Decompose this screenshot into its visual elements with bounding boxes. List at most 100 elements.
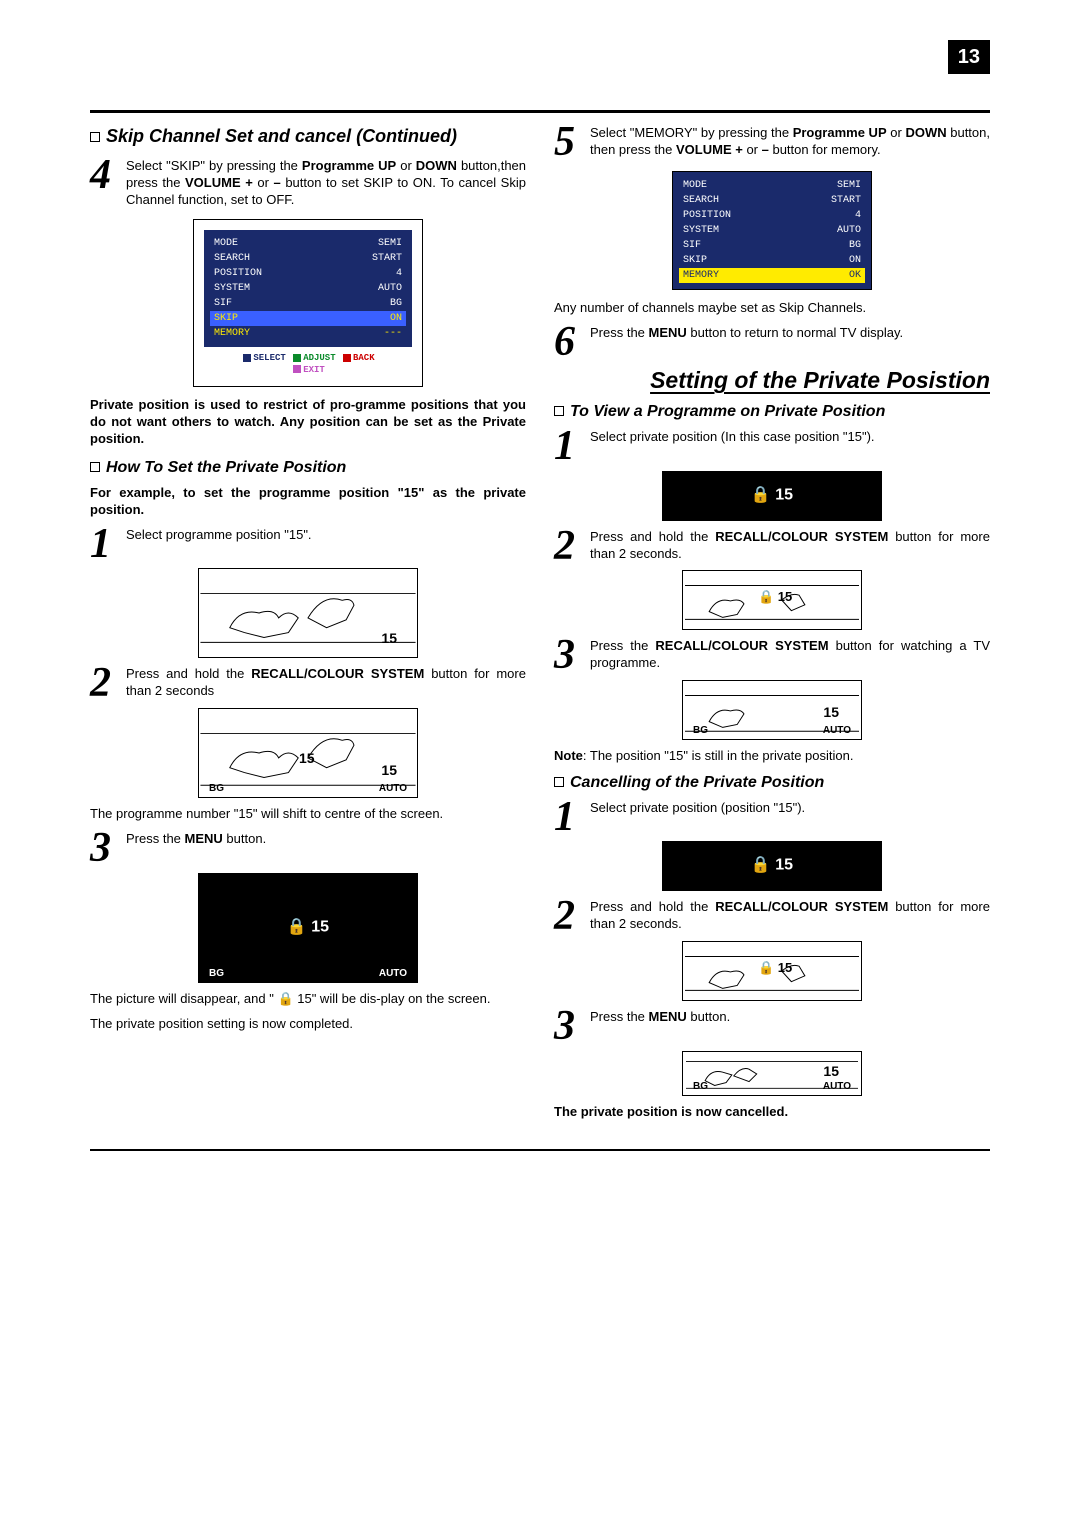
left-column: Skip Channel Set and cancel (Continued) …	[90, 125, 526, 1129]
bg-label: BG	[693, 724, 708, 737]
menu-row: SIFBG	[210, 296, 406, 311]
menu-row-highlight: SKIPON	[210, 311, 406, 326]
cancel-step-1-text: Select private position (position "15").	[590, 800, 990, 817]
illustration-black-1: 🔒 15 BG AUTO	[198, 873, 418, 983]
auto-label: AUTO	[379, 967, 407, 980]
heading-cancel-text: Cancelling of the Private Position	[570, 774, 824, 791]
open-box-icon	[90, 132, 100, 142]
step-number-1: 1	[554, 800, 584, 836]
bg-label: BG	[209, 782, 224, 795]
illustration-black-small-2: 🔒 15	[662, 841, 882, 891]
step-number-2: 2	[90, 666, 120, 702]
cancel-step-2-text: Press and hold the RECALL/COLOUR SYSTEM …	[590, 899, 990, 933]
step-5-text: Select "MEMORY" by pressing the Programm…	[590, 125, 990, 159]
step-6: 6 Press the MENU button to return to nor…	[554, 325, 990, 361]
open-box-icon	[554, 777, 564, 787]
heading-skip-text: Skip Channel Set and cancel (Continued)	[106, 126, 457, 146]
menu-row: SYSTEMAUTO	[679, 223, 865, 238]
select-label: SELECT	[253, 353, 285, 363]
blue-box-icon	[243, 354, 251, 362]
cancel-step-1: 1 Select private position (position "15"…	[554, 800, 990, 836]
heading-howto-text: How To Set the Private Position	[106, 459, 346, 476]
main-columns: Skip Channel Set and cancel (Continued) …	[90, 125, 990, 1129]
step-6-text: Press the MENU button to return to norma…	[590, 325, 990, 342]
channel-number: 15	[381, 629, 397, 647]
magenta-box-icon	[293, 365, 301, 373]
step-number-1: 1	[90, 527, 120, 563]
illustration-horse-small-2: 15 BG AUTO	[682, 680, 862, 740]
step-number-6: 6	[554, 325, 584, 361]
illustration-horse-small-1: 🔒 15	[682, 570, 862, 630]
step-number-4: 4	[90, 158, 120, 194]
menu-row: SEARCHSTART	[210, 251, 406, 266]
illustration-horse-1: 15	[198, 568, 418, 658]
howto-step-1-text: Select programme position "15".	[126, 527, 526, 544]
lock-15-display: 🔒 15	[751, 856, 793, 877]
auto-label: AUTO	[823, 1080, 851, 1093]
heading-view: To View a Programme on Private Position	[554, 402, 990, 423]
menu-row: POSITION4	[679, 208, 865, 223]
step-number-3: 3	[90, 831, 120, 867]
step-4-text: Select "SKIP" by pressing the Programme …	[126, 158, 526, 209]
view-step-3-text: Press the RECALL/COLOUR SYSTEM button fo…	[590, 638, 990, 672]
illustration-horse-small-4: 15 BG AUTO	[682, 1051, 862, 1096]
open-box-icon	[554, 406, 564, 416]
menu-row: SYSTEMAUTO	[210, 281, 406, 296]
cancel-step-3-text: Press the MENU button.	[590, 1009, 990, 1026]
view-step-2: 2 Press and hold the RECALL/COLOUR SYSTE…	[554, 529, 990, 565]
cancel-step-2: 2 Press and hold the RECALL/COLOUR SYSTE…	[554, 899, 990, 935]
lock-15-display: 🔒 15	[758, 589, 792, 606]
open-box-icon	[90, 462, 100, 472]
auto-label: AUTO	[823, 724, 851, 737]
howto-example: For example, to set the programme positi…	[90, 485, 526, 519]
osd-menu-2-inner: MODESEMI SEARCHSTART POSITION4 SYSTEMAUT…	[673, 172, 871, 289]
cancel-step-3: 3 Press the MENU button.	[554, 1009, 990, 1045]
howto-step-2-text: Press and hold the RECALL/COLOUR SYSTEM …	[126, 666, 526, 700]
adjust-label: ADJUST	[303, 353, 335, 363]
bottom-rule	[90, 1149, 990, 1151]
menu-row-highlight: MEMORYOK	[679, 268, 865, 283]
howto-step-3: 3 Press the MENU button.	[90, 831, 526, 867]
illustration-horse-2: 15 15 BG AUTO	[198, 708, 418, 798]
view-step-3: 3 Press the RECALL/COLOUR SYSTEM button …	[554, 638, 990, 674]
osd-menu-footer: SELECT ADJUST BACK EXIT	[204, 353, 412, 376]
osd-menu-1-inner: MODESEMI SEARCHSTART POSITION4 SYSTEMAUT…	[204, 230, 412, 347]
right-column: 5 Select "MEMORY" by pressing the Progra…	[554, 125, 990, 1129]
channel-number: 15	[823, 1062, 839, 1080]
page-number: 13	[948, 40, 990, 74]
step-number-5: 5	[554, 125, 584, 161]
illustration-black-small-1: 🔒 15	[662, 471, 882, 521]
back-label: BACK	[353, 353, 375, 363]
howto-after-3a: The picture will disappear, and " 🔒 15" …	[90, 991, 526, 1008]
menu-row: SEARCHSTART	[679, 193, 865, 208]
view-step-1: 1 Select private position (In this case …	[554, 429, 990, 465]
menu-row: POSITION4	[210, 266, 406, 281]
osd-menu-2: MODESEMI SEARCHSTART POSITION4 SYSTEMAUT…	[672, 171, 872, 290]
step-number-2: 2	[554, 899, 584, 935]
step-number-1: 1	[554, 429, 584, 465]
heading-howto: How To Set the Private Position	[90, 458, 526, 479]
menu-row: MODESEMI	[679, 178, 865, 193]
cancel-final: The private position is now cancelled.	[554, 1104, 990, 1121]
menu-row: MODESEMI	[210, 236, 406, 251]
menu-row: SKIPON	[679, 253, 865, 268]
step-number-2: 2	[554, 529, 584, 565]
howto-step-3-text: Press the MENU button.	[126, 831, 526, 848]
bg-label: BG	[693, 1080, 708, 1093]
step-number-3: 3	[554, 1009, 584, 1045]
heading-view-text: To View a Programme on Private Position	[570, 403, 885, 420]
howto-step-1: 1 Select programme position "15".	[90, 527, 526, 563]
menu-row: MEMORY---	[210, 326, 406, 341]
channel-number-corner: 15	[381, 761, 397, 779]
heading-skip-channel: Skip Channel Set and cancel (Continued)	[90, 125, 526, 148]
step-5: 5 Select "MEMORY" by pressing the Progra…	[554, 125, 990, 161]
lock-15-display: 🔒 15	[751, 485, 793, 506]
auto-label: AUTO	[379, 782, 407, 795]
heading-cancel: Cancelling of the Private Position	[554, 773, 990, 794]
view-note: Note: The position "15" is still in the …	[554, 748, 990, 765]
channel-number: 15	[823, 703, 839, 721]
bg-label: BG	[209, 967, 224, 980]
after-menu-2: Any number of channels maybe set as Skip…	[554, 300, 990, 317]
osd-menu-1: MODESEMI SEARCHSTART POSITION4 SYSTEMAUT…	[193, 219, 423, 387]
red-box-icon	[343, 354, 351, 362]
